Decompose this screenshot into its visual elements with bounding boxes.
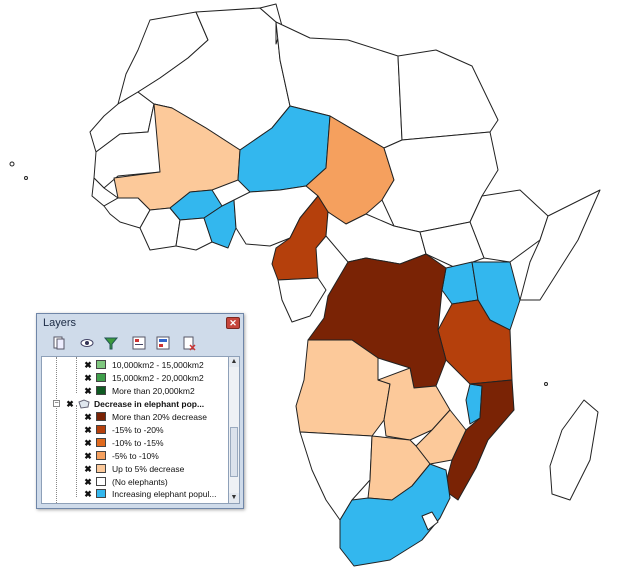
checkbox[interactable]: ✖ [84, 360, 92, 370]
legend-swatch [96, 386, 106, 395]
scroll-down-icon[interactable]: ▼ [229, 493, 239, 503]
add-layer-icon[interactable] [51, 335, 67, 351]
checkbox[interactable]: ✖ [84, 424, 92, 435]
island-cape-verde-2 [24, 176, 28, 180]
tree-guide [76, 357, 77, 393]
legend-swatch [96, 373, 106, 382]
legend-label: Increasing elephant popul... [112, 489, 217, 500]
checkbox[interactable]: ✖ [84, 463, 92, 474]
legend-row[interactable]: ✖ Increasing elephant popul... [42, 488, 228, 500]
legend-swatch [96, 360, 106, 369]
country-south-africa[interactable] [339, 463, 451, 567]
checkbox[interactable]: ✖ [84, 386, 92, 396]
legend-swatch [96, 450, 106, 460]
legend-label: (No elephants) [112, 476, 168, 487]
checkbox[interactable]: ✖ [84, 373, 92, 383]
legend-label: 15,000km2 - 20,000km2 [112, 373, 204, 383]
legend-label: More than 20,000km2 [112, 386, 195, 396]
layers-panel: Layers ✕ [36, 313, 244, 509]
legend-row[interactable]: ✖ -15% to -20% [42, 424, 228, 436]
country-egypt[interactable] [397, 49, 499, 141]
checkbox[interactable]: ✖ [84, 489, 92, 500]
tree-guide [56, 357, 57, 503]
island-comoros [544, 382, 548, 386]
filter-icon[interactable] [103, 335, 119, 351]
polygon-layer-icon [78, 399, 90, 409]
scroll-thumb[interactable] [230, 427, 238, 477]
legend-label: More than 20% decrease [112, 412, 207, 422]
scroll-up-icon[interactable]: ▲ [229, 357, 239, 367]
legend-row[interactable]: ✖ -10% to -15% [42, 437, 228, 449]
legend-swatch [96, 437, 106, 447]
layers-tree: ✖ 10,000km2 - 15,000km2 ✖ 15,000km2 - 20… [41, 356, 229, 504]
legend-row-area-2[interactable]: ✖ 15,000km2 - 20,000km2 [42, 372, 228, 384]
checkbox[interactable]: ✖ [66, 399, 74, 409]
checkbox[interactable]: ✖ [84, 476, 92, 487]
layers-panel-title: Layers [43, 317, 77, 329]
country-ghana[interactable] [175, 217, 213, 251]
country-madagascar[interactable] [549, 399, 599, 501]
checkbox[interactable]: ✖ [84, 437, 92, 448]
legend-row-area-3[interactable]: ✖ More than 20,000km2 [42, 385, 228, 397]
layers-toolbar [41, 334, 239, 354]
legend-label: -10% to -15% [112, 437, 164, 448]
layer-group-decrease[interactable]: − ✖ Decrease in elephant pop... [42, 398, 228, 410]
visibility-icon[interactable] [79, 335, 95, 351]
checkbox[interactable]: ✖ [84, 412, 92, 422]
legend-row[interactable]: ✖ -5% to -10% [42, 450, 228, 462]
legend-swatch [96, 424, 106, 434]
country-lesotho[interactable] [421, 511, 439, 531]
legend-swatch [96, 463, 106, 473]
legend-swatch [96, 412, 106, 421]
collapse-all-icon[interactable] [155, 335, 171, 351]
legend-label: 10,000km2 - 15,000km2 [112, 360, 204, 370]
legend-row[interactable]: ✖ Up to 5% decrease [42, 463, 228, 475]
layer-group-label: Decrease in elephant pop... [94, 399, 205, 409]
country-mozambique[interactable] [443, 379, 515, 501]
close-button[interactable]: ✕ [226, 317, 240, 329]
collapse-icon[interactable]: − [53, 400, 60, 407]
checkbox[interactable]: ✖ [84, 450, 92, 461]
island-cape-verde [9, 161, 15, 167]
expand-all-icon[interactable] [131, 335, 147, 351]
layers-scrollbar[interactable]: ▲ ▼ [229, 356, 240, 504]
country-gabon-congo[interactable] [277, 277, 327, 323]
legend-swatch [96, 489, 106, 499]
legend-row[interactable]: ✖ More than 20% decrease [42, 411, 228, 423]
legend-row[interactable]: ✖ (No elephants) [42, 476, 228, 488]
legend-label: Up to 5% decrease [112, 463, 185, 474]
country-somalia[interactable] [519, 189, 601, 301]
legend-label: -5% to -10% [112, 450, 159, 461]
legend-swatch [96, 476, 106, 486]
legend-label: -15% to -20% [112, 424, 164, 435]
layers-titlebar[interactable]: Layers ✕ [37, 314, 243, 332]
remove-layer-icon[interactable] [181, 335, 197, 351]
legend-row-area-1[interactable]: ✖ 10,000km2 - 15,000km2 [42, 359, 228, 371]
tree-guide [76, 405, 77, 497]
